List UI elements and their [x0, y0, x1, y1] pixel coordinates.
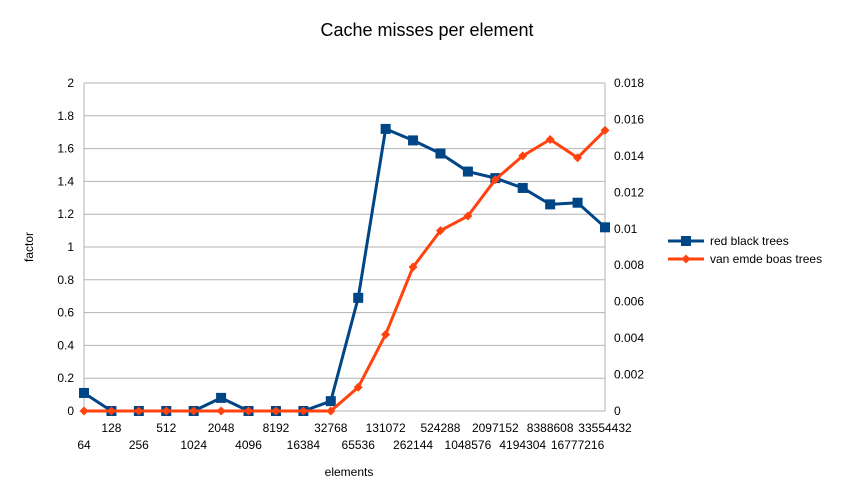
data-point [244, 406, 254, 416]
data-point [134, 406, 144, 416]
data-point [408, 262, 418, 272]
data-point [298, 406, 308, 416]
y-tick-label: 0 [67, 404, 74, 418]
data-point [545, 199, 556, 210]
data-point [353, 382, 363, 392]
x-tick-label: 524288 [420, 421, 460, 435]
x-tick-label: 8192 [263, 421, 290, 435]
data-point [79, 406, 89, 416]
x-tick-label: 16777216 [551, 438, 605, 452]
legend-label: red black trees [710, 234, 789, 248]
data-point [545, 134, 555, 144]
series-group [79, 123, 610, 416]
data-point [79, 387, 89, 398]
data-point [600, 125, 610, 135]
x-tick-label: 16384 [287, 438, 321, 452]
y2-tick-label: 0.002 [614, 368, 644, 382]
x-tick-label: 8388608 [527, 421, 574, 435]
data-point [463, 211, 473, 221]
gridlines [84, 82, 605, 379]
x-tick-label: 131072 [366, 421, 406, 435]
x-tick-label: 64 [77, 438, 91, 452]
x-tick-label: 512 [156, 421, 176, 435]
y-tick-label: 1.6 [57, 142, 74, 156]
y-tick-label: 1.2 [57, 207, 74, 221]
x-tick-label: 2097152 [472, 421, 519, 435]
x-tick-label: 2048 [208, 421, 235, 435]
chart-title: Cache misses per element [320, 20, 533, 40]
data-point [381, 329, 391, 339]
y2-tick-label: 0 [614, 404, 621, 418]
series-line [84, 129, 607, 413]
x-tick-label: 1024 [180, 438, 207, 452]
y-tick-label: 1.4 [57, 174, 74, 188]
legend-marker [681, 254, 691, 264]
y-tick-label: 0.6 [57, 306, 74, 320]
y-tick-label: 1 [67, 240, 74, 254]
y-tick-label: 1.8 [57, 109, 74, 123]
data-point [600, 222, 610, 233]
data-point [408, 135, 419, 146]
data-point [518, 151, 528, 161]
y2-tick-label: 0.018 [614, 76, 644, 90]
data-point [353, 292, 364, 303]
data-point [271, 406, 281, 416]
data-point [573, 153, 583, 163]
data-point [462, 166, 473, 177]
y2-tick-label: 0.006 [614, 295, 644, 309]
data-point [161, 406, 171, 416]
x-tick-label: 4096 [235, 438, 262, 452]
series-1 [79, 125, 610, 416]
x-tick-label: 32768 [314, 421, 348, 435]
x-tick-label: 256 [129, 438, 149, 452]
x-tick-label: 128 [101, 421, 121, 435]
y2-tick-label: 0.016 [614, 112, 644, 126]
data-point [380, 123, 391, 134]
x-tick-label: 33554432 [578, 421, 632, 435]
y-tick-label: 0.4 [57, 338, 74, 352]
data-point [572, 197, 583, 208]
x-tick-label: 65536 [342, 438, 376, 452]
data-point [490, 175, 500, 185]
legend-label: van emde boas trees [710, 252, 822, 266]
data-point [189, 406, 199, 416]
legend-marker [681, 236, 691, 246]
legend: red black trees van emde boas trees [668, 234, 822, 266]
data-point [326, 406, 336, 416]
x-tick-label: 4194304 [499, 438, 546, 452]
y2-tick-label: 0.01 [614, 222, 638, 236]
x-tick-label: 262144 [393, 438, 433, 452]
data-point [435, 226, 445, 236]
y-tick-label: 0.2 [57, 371, 74, 385]
data-point [517, 182, 528, 193]
x-axis-title: elements [325, 465, 374, 479]
y2-tick-label: 0.014 [614, 149, 644, 163]
y-tick-label: 0.8 [57, 273, 74, 287]
data-point [216, 392, 227, 403]
y-axis-ticks: 0 0.2 0.4 0.6 0.8 1 1.2 1.4 1.6 1.8 2 [57, 76, 74, 418]
data-point [435, 148, 446, 159]
data-point [216, 406, 226, 416]
data-point [325, 396, 336, 407]
y2-tick-label: 0.008 [614, 258, 644, 272]
y-tick-label: 2 [67, 76, 74, 90]
y2-tick-label: 0.004 [614, 331, 644, 345]
series-line [83, 127, 607, 413]
series-0 [79, 123, 610, 416]
y-axis-title: factor [22, 232, 36, 262]
y2-axis-ticks: 0 0.002 0.004 0.006 0.008 0.01 0.012 0.014 0.016… [614, 76, 644, 418]
y2-tick-label: 0.012 [614, 185, 644, 199]
data-point [106, 406, 116, 416]
x-tick-label: 1048576 [445, 438, 492, 452]
